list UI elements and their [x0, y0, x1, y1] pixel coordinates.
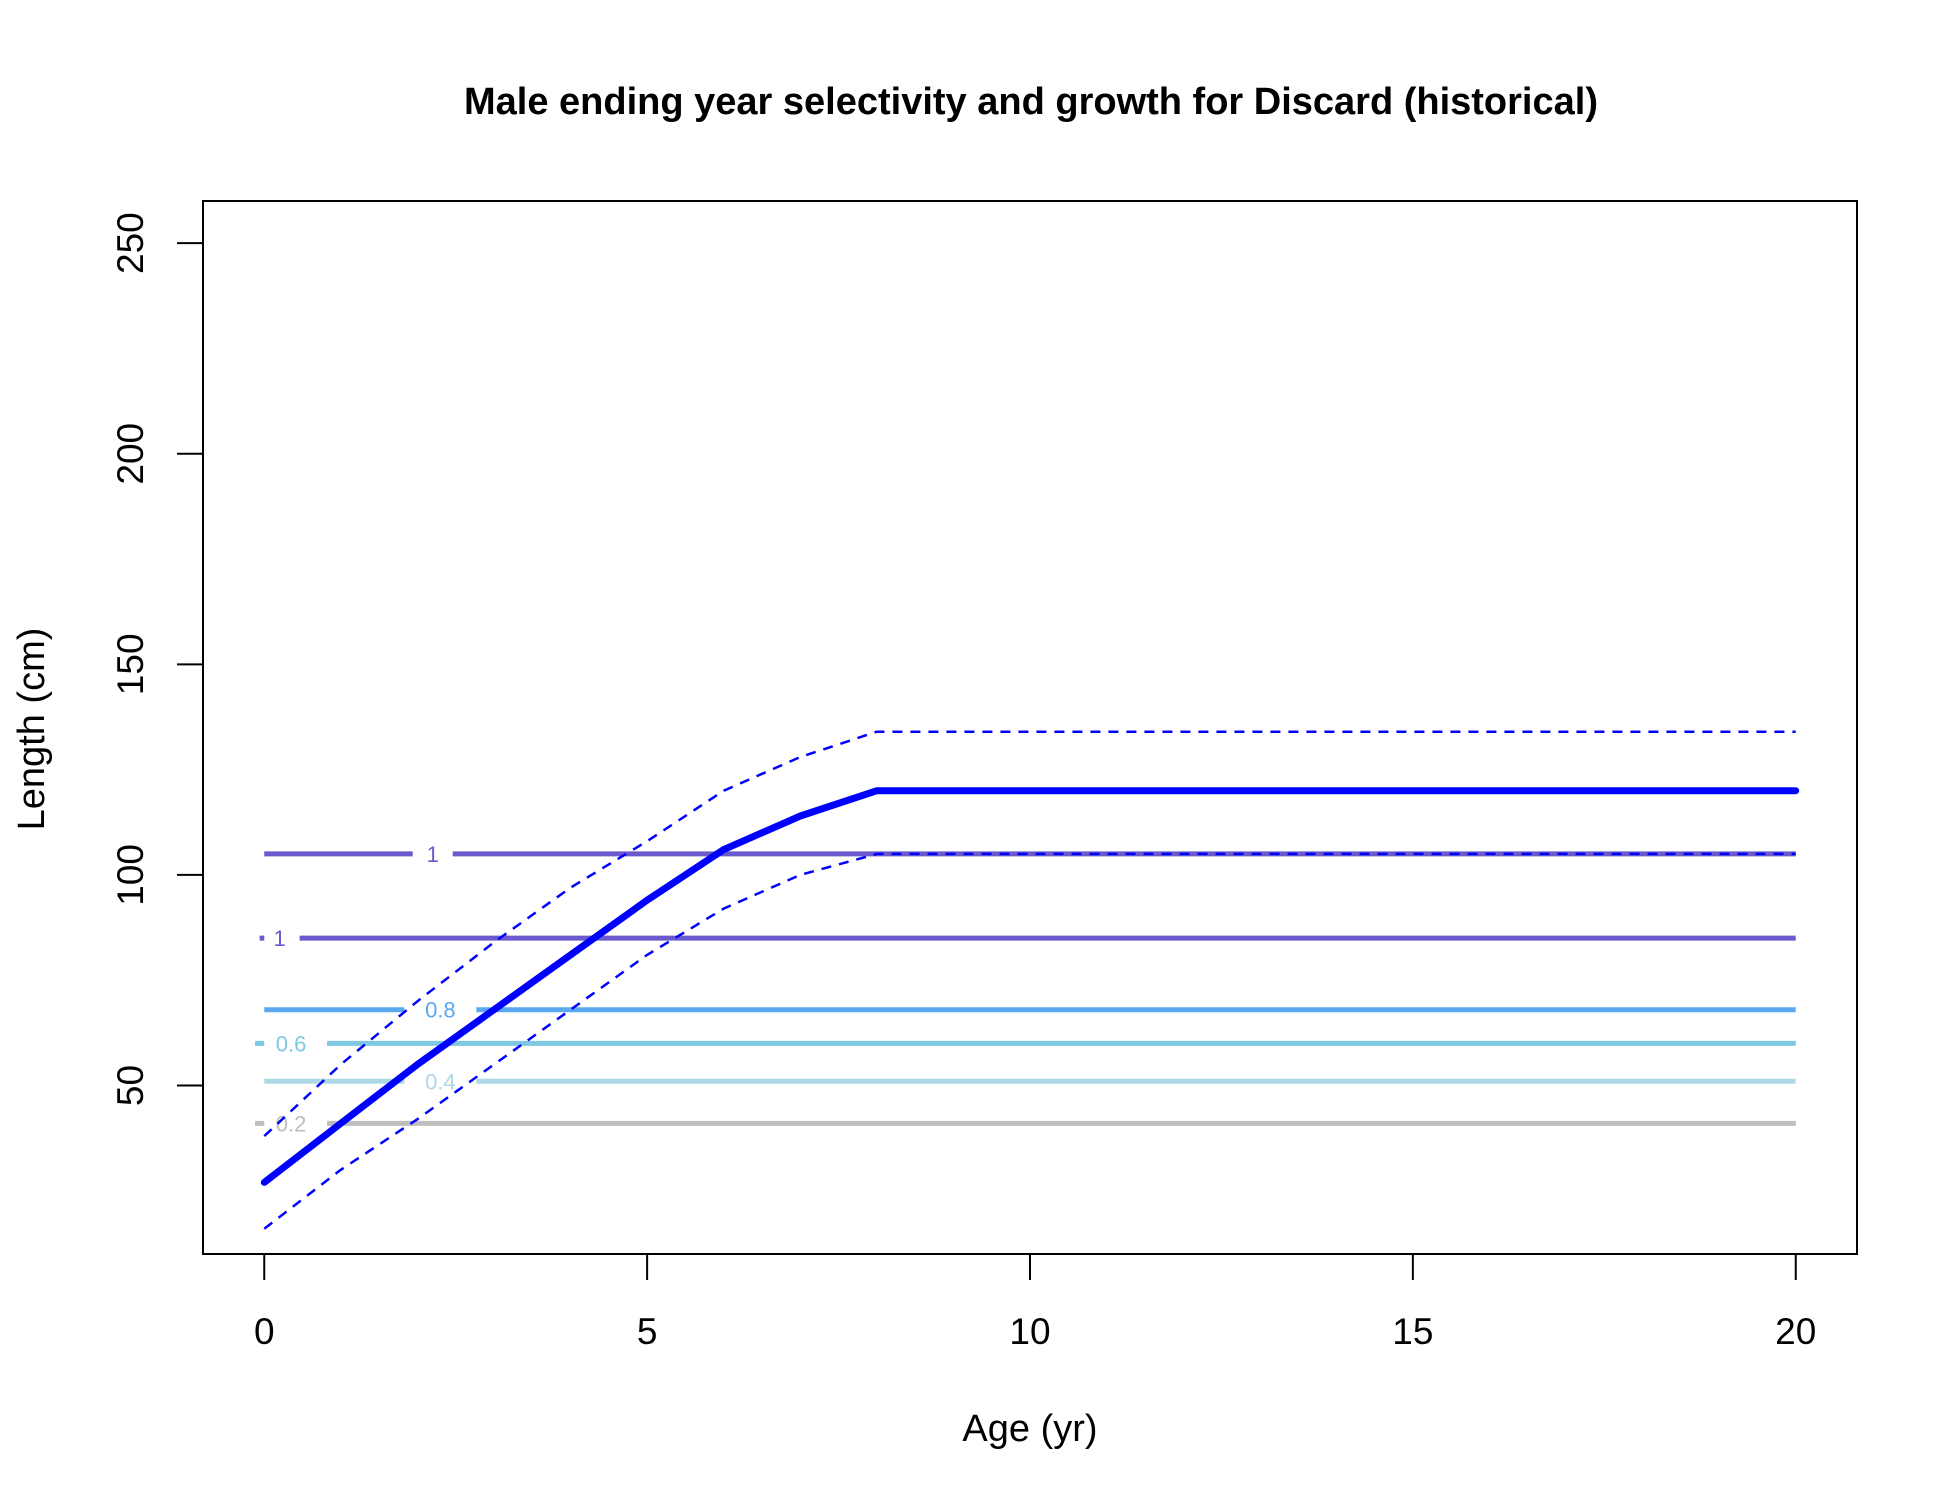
contour-label-1: 1: [273, 926, 285, 951]
contour-label-0: 1: [427, 842, 439, 867]
contour-label-3: 0.6: [276, 1031, 307, 1056]
x-tick-label-15: 15: [1392, 1311, 1433, 1352]
x-tick-label-5: 5: [637, 1311, 658, 1352]
y-axis-label: Length (cm): [11, 628, 53, 831]
contour-label-4: 0.4: [425, 1069, 456, 1094]
contour-label-2: 0.8: [425, 998, 456, 1023]
y-tick-label-50: 50: [110, 1065, 151, 1106]
plot-frame: [202, 200, 1858, 1255]
x-tick-label-20: 20: [1775, 1311, 1816, 1352]
growth-upper-line: [263, 730, 1796, 1138]
growth-mean-line: [260, 787, 1800, 1186]
y-tick-label-150: 150: [110, 633, 151, 695]
y-tick-label-100: 100: [110, 844, 151, 906]
growth-lower-line: [263, 852, 1796, 1230]
y-tick-label-250: 250: [110, 212, 151, 274]
x-axis-label: Age (yr): [962, 1408, 1097, 1450]
plot-area: 1 1 0.8 0.6 0.4 0.2: [255, 730, 1800, 1230]
y-tick-label-200: 200: [110, 423, 151, 485]
x-tick-label-0: 0: [254, 1311, 275, 1352]
contour-label-5: 0.2: [276, 1111, 307, 1136]
x-tick-label-10: 10: [1009, 1311, 1050, 1352]
y-axis: 50 100 150 200 250: [110, 212, 204, 1106]
chart-title: Male ending year selectivity and growth …: [464, 81, 1598, 123]
x-axis: 0 5 10 15 20: [254, 1253, 1816, 1352]
